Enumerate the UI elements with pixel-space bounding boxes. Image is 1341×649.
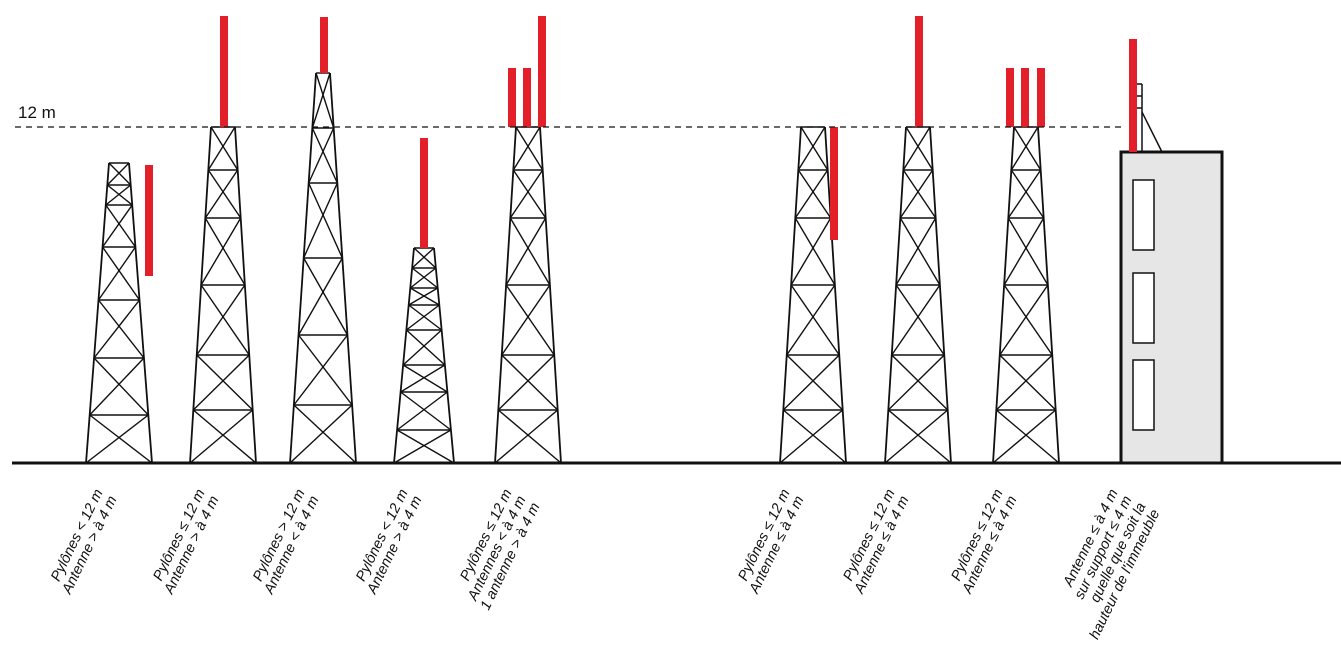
case-caption: Pylônes ≤ 12 mAntennes < à 4 m1 antenne … (450, 487, 544, 613)
antenna (420, 138, 428, 248)
antenna (523, 68, 531, 127)
case-caption: Pylônes > 12 mAntenne < à 4 m (247, 487, 323, 598)
reference-line-label: 12 m (18, 103, 56, 122)
captions-layer: Pylônes < 12 mAntenne > à 4 m Pylônes ≤ 1… (45, 487, 1164, 642)
antenna (538, 16, 546, 127)
case-caption: Antenne ≤ à 4 msur support ≤ 4 mquelle q… (1045, 487, 1164, 642)
antennas-layer (145, 16, 1137, 276)
building (1119, 83, 1224, 465)
antenna (1021, 68, 1029, 127)
antenna (915, 16, 923, 127)
antenna (320, 17, 328, 73)
case-caption: Pylônes ≤ 12 mAntenne ≤ à 4 m (732, 487, 807, 597)
antenna (1037, 68, 1045, 127)
case-caption: Pylônes < 12 mAntenne > à 4 m (350, 487, 426, 598)
towers-layer (85, 72, 1060, 464)
pylon-tower (189, 126, 257, 464)
antenna (1006, 68, 1014, 127)
antenna (220, 16, 228, 127)
pylon-tower (494, 126, 562, 464)
pylon-tower (289, 72, 357, 464)
pylon-tower (884, 126, 952, 464)
case-caption: Pylônes ≤ 12 mAntenne > à 4 m (147, 487, 223, 598)
building-window (1132, 272, 1155, 344)
pylon-tower (393, 247, 455, 464)
case-caption: Pylônes < 12 mAntenne > à 4 m (45, 487, 121, 598)
case-caption: Pylônes ≤ 12 mAntenne ≤ à 4 m (945, 487, 1020, 597)
antenna (1129, 39, 1137, 152)
case-caption: Pylônes ≤ 12 mAntenne ≤ à 4 m (837, 487, 912, 597)
rooftop-support (1134, 83, 1163, 153)
antenna (830, 127, 838, 240)
building-window (1132, 359, 1155, 431)
pylon-tower (85, 162, 153, 464)
pylon-tower (779, 126, 847, 464)
antenna (508, 68, 516, 127)
pylon-tower (992, 126, 1060, 464)
building-window (1132, 179, 1155, 251)
antenna (145, 165, 153, 276)
